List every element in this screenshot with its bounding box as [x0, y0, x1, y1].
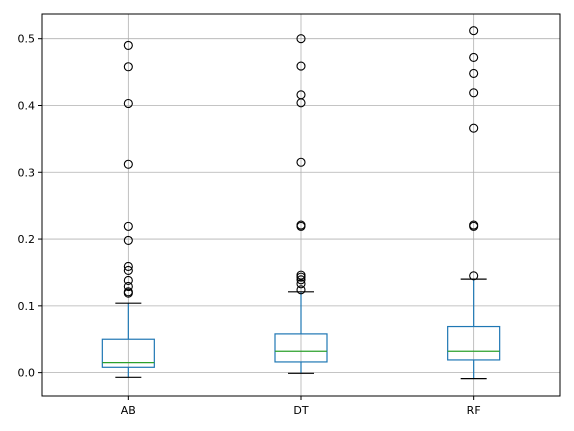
outlier-point: [123, 275, 133, 286]
outlier-point: [296, 61, 306, 71]
box-dt: [274, 34, 328, 374]
outlier-point: [469, 123, 479, 133]
outlier-point: [296, 279, 306, 289]
x-tick-label: DT: [293, 404, 308, 417]
box-ab: [101, 40, 155, 378]
outlier-point: [296, 157, 306, 167]
y-axis: 0.0 0.1 0.2 0.3 0.4 0.5: [18, 33, 42, 380]
outlier-point: [123, 287, 133, 297]
outlier-point: [296, 285, 306, 295]
y-tick-label: 0.1: [18, 300, 36, 313]
x-tick-label: RF: [467, 404, 481, 417]
outlier-point: [123, 40, 133, 50]
outlier-point: [123, 281, 133, 292]
outlier-point: [123, 261, 133, 271]
outlier-point: [296, 275, 306, 285]
outlier-point: [469, 52, 479, 62]
outlier-point: [296, 34, 306, 44]
y-tick-label: 0.4: [18, 99, 36, 112]
outlier-point: [296, 90, 306, 100]
y-tick-label: 0.5: [18, 33, 36, 46]
outlier-point: [123, 235, 133, 245]
outlier-point: [469, 26, 479, 36]
outlier-point: [296, 220, 306, 230]
outlier-point: [123, 62, 133, 72]
outlier-point: [123, 98, 133, 109]
outlier-point: [123, 265, 133, 275]
iqr-box: [274, 333, 328, 363]
outlier-point: [469, 271, 479, 281]
outlier-point: [469, 220, 479, 230]
iqr-box: [447, 325, 501, 361]
iqr-box: [101, 338, 155, 368]
y-tick-label: 0.3: [18, 166, 36, 179]
outlier-point: [123, 159, 133, 169]
outlier-point: [469, 88, 479, 98]
outlier-point: [296, 270, 306, 280]
outlier-point: [469, 68, 479, 78]
y-tick-label: 0.0: [18, 367, 36, 380]
y-tick-label: 0.2: [18, 233, 36, 246]
x-tick-label: AB: [121, 404, 136, 417]
x-axis: AB DT RF: [121, 396, 481, 417]
box-series: [101, 26, 501, 380]
box-rf: [447, 26, 501, 380]
outlier-point: [123, 221, 133, 231]
